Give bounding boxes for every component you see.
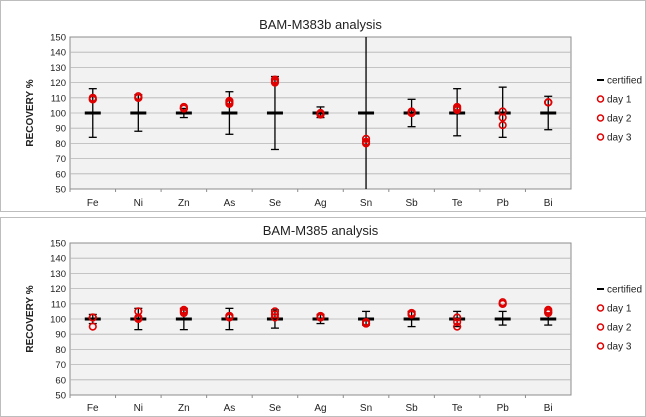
legend-day-2-marker: [596, 114, 605, 122]
data-point-day-1: [453, 313, 462, 322]
y-tick-label: 120: [50, 284, 66, 295]
y-tick-label: 150: [50, 33, 66, 44]
y-tick-label: 100: [50, 109, 66, 120]
data-point-day-3: [88, 313, 97, 322]
data-point-day-3: [498, 121, 507, 130]
y-tick-label: 140: [50, 48, 66, 59]
data-point-day-3: [361, 139, 371, 148]
legend-day-3-label: day 3: [607, 342, 632, 353]
category-label: Bi: [544, 403, 553, 414]
y-tick-label: 50: [55, 185, 66, 196]
data-point-day-2: [270, 310, 280, 319]
y-tick-label: 100: [50, 315, 66, 326]
y-tick-label: 90: [55, 124, 66, 135]
category-label: As: [224, 403, 236, 414]
category-label: Sb: [405, 403, 418, 414]
category-label: Zn: [178, 403, 190, 414]
data-point-day-2: [88, 322, 97, 331]
category-label: Fe: [87, 198, 99, 209]
legend-day-3-marker: [596, 342, 605, 350]
y-tick-label: 70: [55, 154, 66, 165]
y-tick-label: 60: [55, 375, 66, 386]
legend-day-3-marker: [596, 133, 605, 141]
data-point-day-3: [270, 313, 280, 322]
y-tick-label: 70: [55, 360, 66, 371]
data-point-day-3: [134, 314, 143, 324]
data-point-day-3: [316, 110, 325, 119]
y-axis-label: RECOVERY %: [25, 79, 36, 146]
category-label: Ni: [134, 403, 143, 414]
data-point-day-3: [225, 98, 234, 107]
legend-day-1-label: day 1: [607, 304, 632, 315]
y-tick-label: 130: [50, 269, 66, 280]
category-label: Se: [269, 198, 282, 209]
chart-bam-m383b: BAM-M383b analysis 50 60 70 80 90 100 110 120 130…: [0, 0, 646, 212]
category-label: Se: [269, 403, 282, 414]
data-point-day-2: [498, 113, 507, 122]
y-tick-label: 90: [55, 330, 66, 341]
category-label: Sn: [360, 198, 372, 209]
category-label: Bi: [544, 198, 553, 209]
chart-bam-m385: BAM-M385 analysis 50 60 70 80 90 100 110 120 130 1…: [0, 217, 646, 417]
legend-day-3-label: day 3: [607, 133, 632, 144]
category-label: As: [224, 198, 236, 209]
data-point-day-3: [544, 98, 553, 107]
category-label: Zn: [178, 198, 190, 209]
data-point-day-3: [88, 95, 97, 104]
chart-title: BAM-M383b analysis: [259, 17, 382, 32]
y-tick-label: 110: [51, 93, 66, 104]
y-tick-label: 50: [55, 391, 66, 402]
category-label: Te: [452, 198, 463, 209]
legend-day-1-marker: [596, 304, 605, 312]
legend-day-2-label: day 2: [607, 323, 632, 334]
y-tick-label: 150: [50, 239, 66, 250]
y-tick-label: 110: [51, 299, 66, 310]
y-tick-label: 130: [50, 63, 66, 74]
legend-day-1-label: day 1: [607, 95, 632, 106]
data-point-day-3: [453, 105, 462, 115]
legend-day-2-label: day 2: [607, 114, 632, 125]
category-label: Fe: [87, 403, 99, 414]
category-label: Pb: [497, 198, 510, 209]
data-point-day-3: [407, 108, 416, 118]
data-point-day-3: [225, 311, 234, 321]
legend-day-1-marker: [596, 95, 605, 103]
chart-title: BAM-M385 analysis: [263, 223, 379, 238]
data-point-day-3: [407, 310, 416, 319]
data-point-day-3: [179, 307, 188, 316]
data-point-day-1: [361, 134, 371, 143]
y-tick-label: 60: [55, 169, 66, 180]
category-label: Te: [452, 403, 463, 414]
data-point-day-3: [498, 299, 507, 308]
y-tick-label: 80: [55, 345, 66, 356]
data-point-day-2: [453, 317, 462, 327]
data-point-day-3: [453, 322, 462, 331]
category-label: Ag: [314, 198, 326, 209]
category-label: Sn: [360, 403, 372, 414]
data-point-day-3: [361, 319, 371, 328]
data-point-day-3: [316, 311, 325, 321]
data-point-day-3: [270, 78, 280, 87]
legend-certified-label: certified: [607, 76, 642, 87]
data-point-day-3: [134, 93, 143, 102]
category-label: Ag: [314, 403, 326, 414]
category-label: Ni: [134, 198, 143, 209]
legend-day-2-marker: [596, 323, 605, 331]
category-label: Pb: [497, 403, 510, 414]
data-point-day-3: [179, 104, 188, 113]
data-point-day-3: [544, 307, 553, 316]
legend-certified-label: certified: [607, 285, 642, 296]
y-tick-label: 80: [55, 139, 66, 150]
y-axis-label: RECOVERY %: [25, 285, 36, 352]
y-tick-label: 140: [50, 254, 66, 265]
y-tick-label: 120: [50, 78, 66, 89]
category-label: Sb: [405, 198, 418, 209]
